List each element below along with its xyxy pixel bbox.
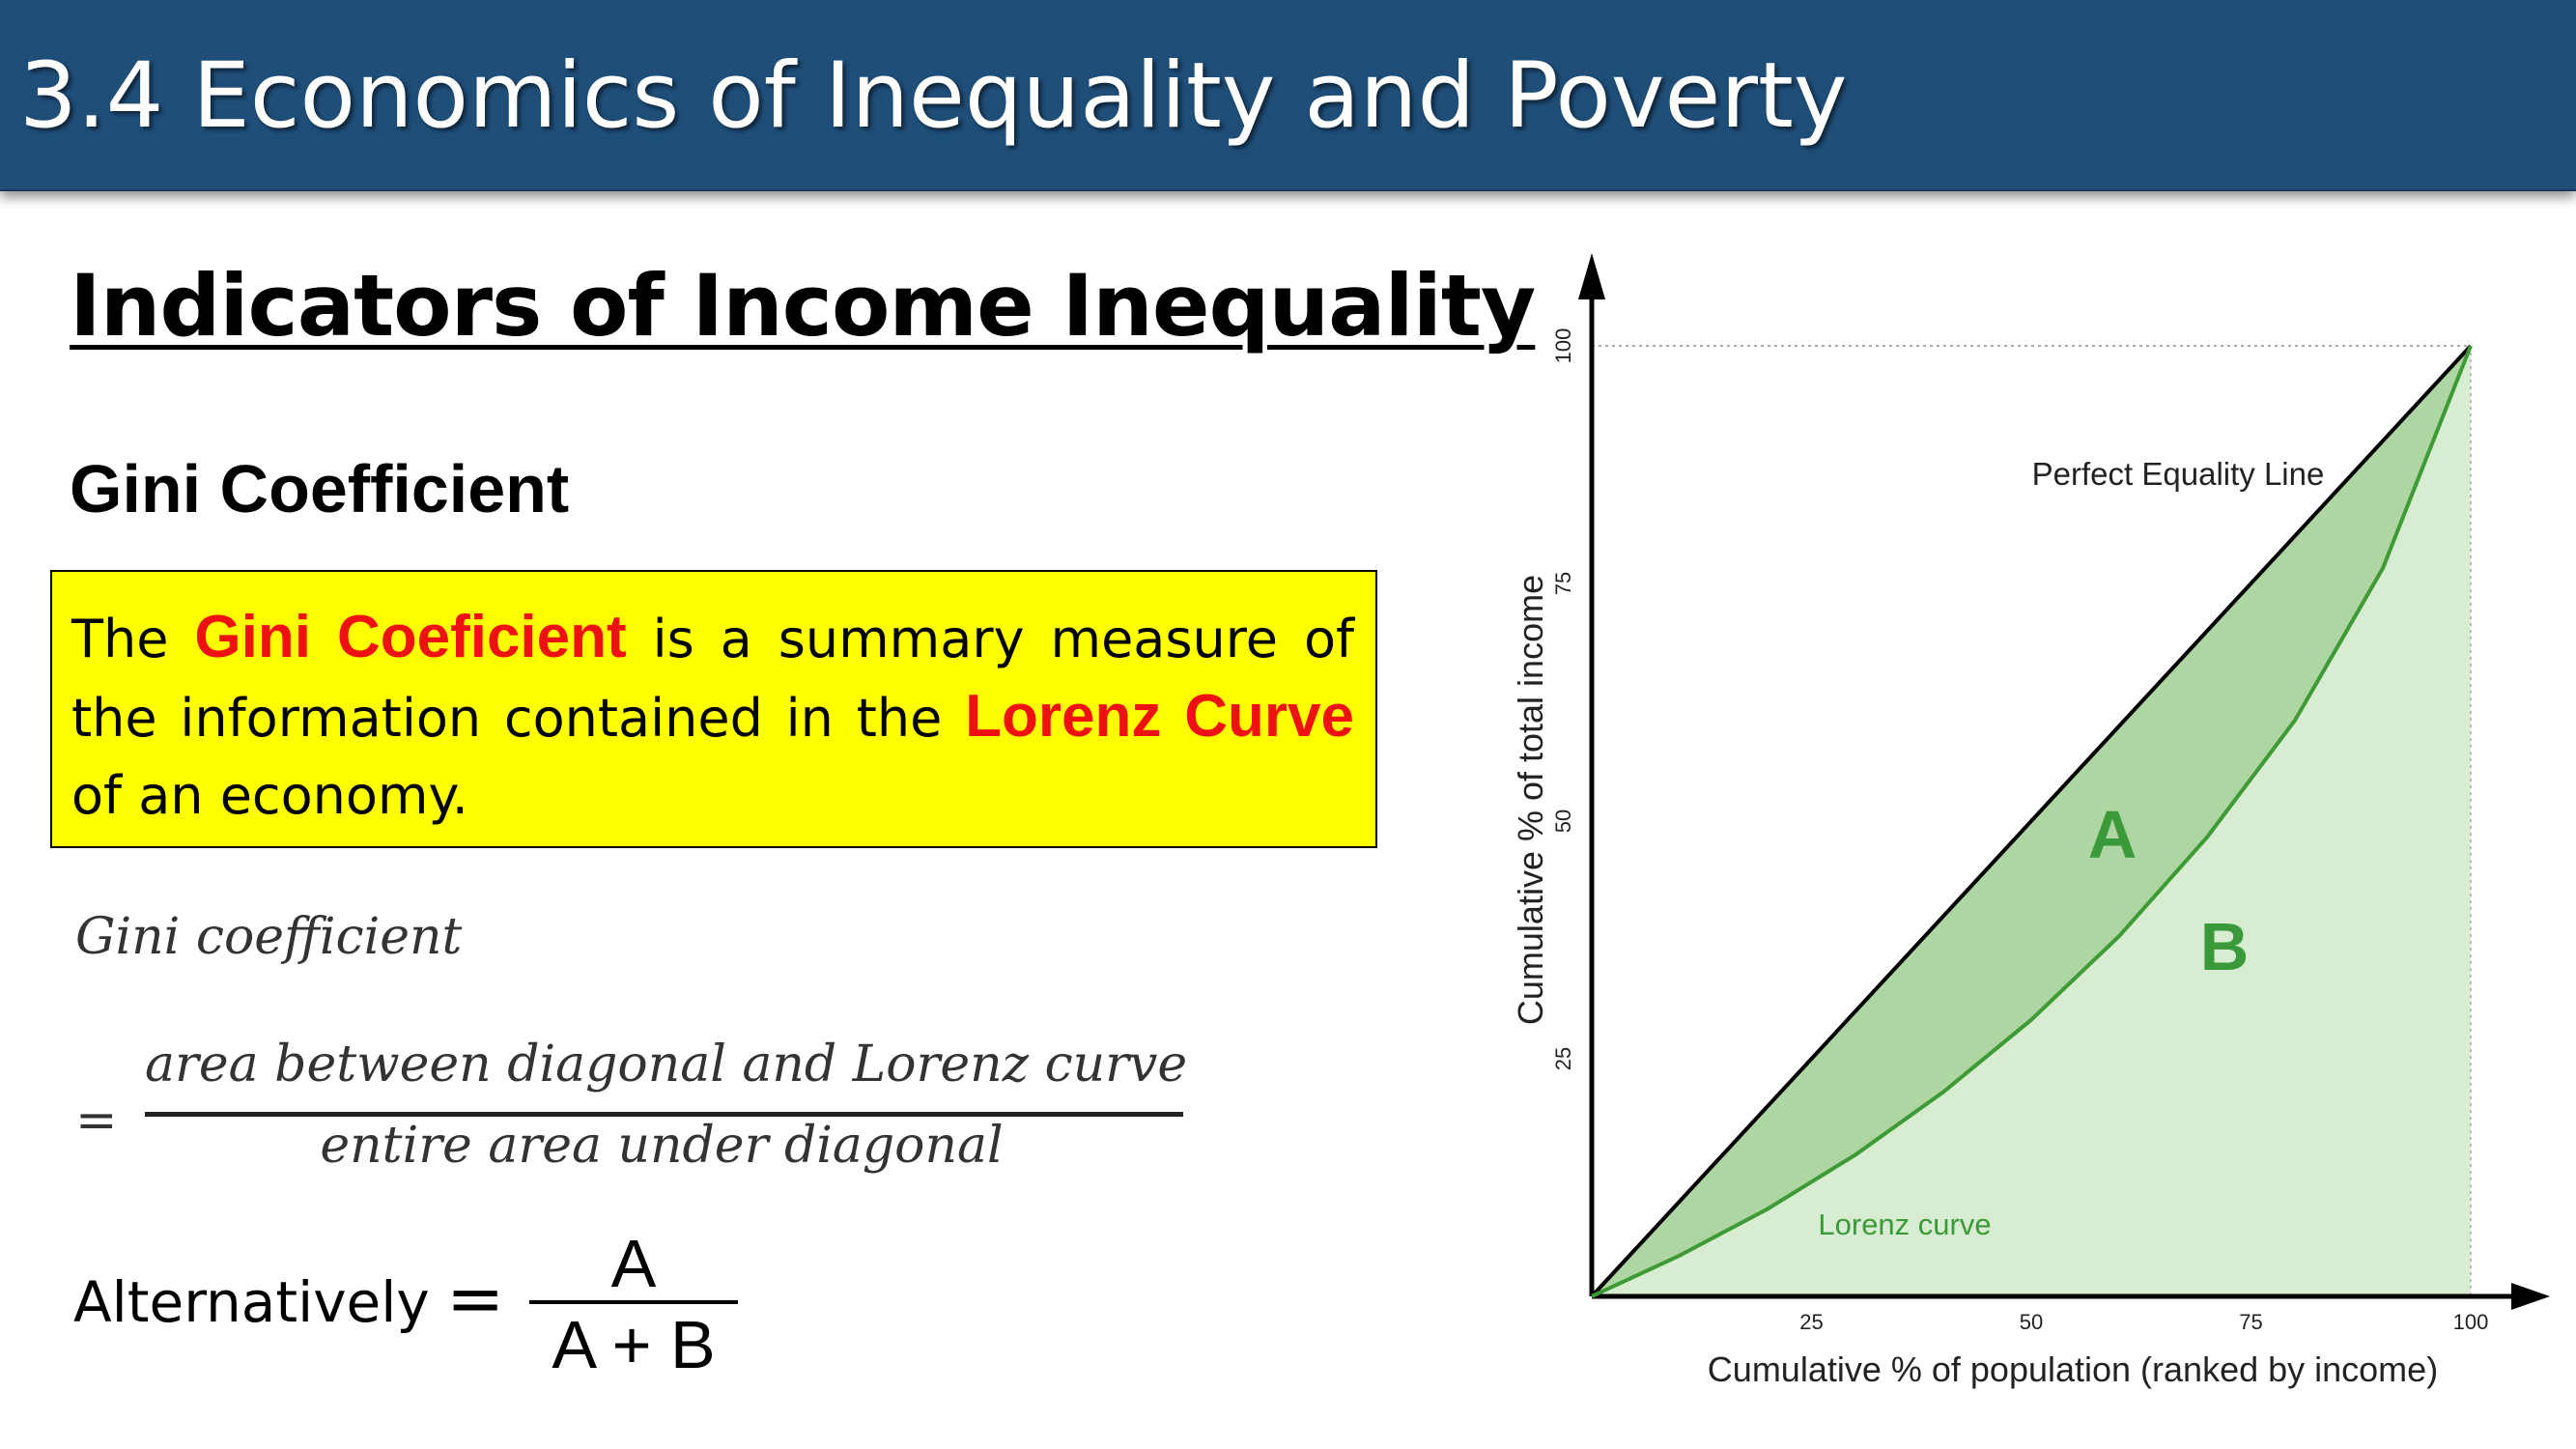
alternative-label: Alternatively — [73, 1269, 430, 1335]
y-tick-label-50: 50 — [1551, 810, 1575, 833]
definition-text-1: The — [71, 609, 195, 669]
alternative-denominator: A + B — [552, 1307, 716, 1382]
x-tick-label-75: 75 — [2239, 1310, 2262, 1334]
alternative-fraction-bar — [529, 1300, 738, 1304]
lorenz-curve-label: Lorenz curve — [1818, 1208, 1991, 1241]
definition-text-3: of an economy. — [71, 765, 468, 826]
y-axis-label: Cumulative % of total income — [1511, 575, 1550, 1025]
definition-text-2: is a summary measure of the information … — [71, 609, 1354, 749]
lorenz-curve-line — [1591, 345, 2473, 1298]
formula-fraction-bar — [145, 1112, 1183, 1117]
x-tick-label-100: 100 — [2453, 1310, 2489, 1334]
formula-equals: = — [75, 1092, 118, 1150]
formula-denominator: entire area under diagonal — [320, 1117, 1004, 1175]
y-tick-label-25: 25 — [1551, 1047, 1575, 1070]
term-gini-coeficient: Gini Coeficient — [194, 604, 627, 670]
x-axis-arrow-icon — [2511, 1283, 2550, 1310]
area-b-region — [1592, 346, 2471, 1296]
perfect-equality-label: Perfect Equality Line — [2032, 456, 2325, 492]
area-a-label: A — [2088, 797, 2137, 872]
formula-numerator: area between diagonal and Lorenz curve — [145, 1036, 1188, 1094]
definition-box: The Gini Coeficient is a summary measure… — [50, 570, 1377, 848]
y-tick-label-75: 75 — [1551, 572, 1575, 595]
y-tick-labels: 25 50 75 100 — [1551, 328, 1575, 1071]
alternative-equals: = — [446, 1258, 505, 1339]
perfect-equality-line — [1590, 344, 2473, 1298]
slide-title: 3.4 Economics of Inequality and Poverty — [19, 43, 1848, 149]
y-axis-arrow-icon — [1578, 253, 1605, 299]
x-tick-label-50: 50 — [2020, 1310, 2043, 1334]
title-bar: 3.4 Economics of Inequality and Poverty — [0, 0, 2576, 191]
section-heading: Indicators of Income Inequality — [70, 256, 1536, 355]
x-tick-labels: 25 50 75 100 — [1799, 1310, 2488, 1334]
alternative-numerator: A — [610, 1226, 657, 1301]
subheading: Gini Coefficient — [70, 451, 570, 526]
formula-label: Gini coefficient — [75, 908, 463, 966]
y-tick-label-100: 100 — [1551, 328, 1575, 364]
x-tick-label-25: 25 — [1799, 1310, 1823, 1334]
area-b-label: B — [2200, 909, 2250, 984]
x-axis-label: Cumulative % of population (ranked by in… — [1708, 1350, 2438, 1389]
term-lorenz-curve: Lorenz Curve — [965, 683, 1354, 750]
